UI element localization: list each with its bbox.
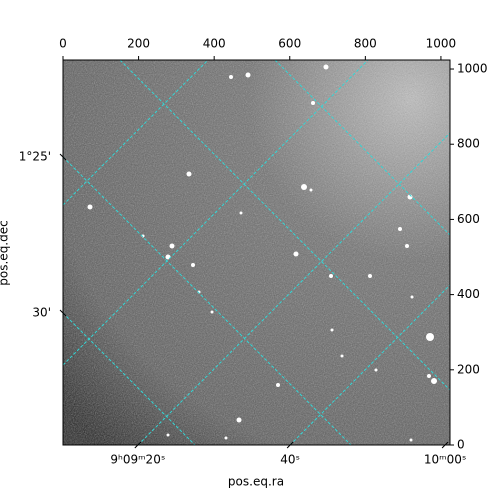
y-tick-label: 600 xyxy=(457,212,480,226)
ra-tick xyxy=(134,441,142,449)
y-tick-label: 400 xyxy=(457,287,480,301)
dec-tick xyxy=(59,309,67,317)
y-tick-label: 800 xyxy=(457,137,480,151)
ra-tick xyxy=(286,441,294,449)
y-axis-label: pos.eq.dec xyxy=(0,220,11,285)
ra-tick-label: 40ˢ xyxy=(280,453,300,467)
x-tick-label: 1000 xyxy=(426,37,457,51)
x-tick-label: 400 xyxy=(203,37,226,51)
dec-tick-label: 30' xyxy=(32,306,51,320)
ra-tick-label: 10ᵐ00ˢ xyxy=(424,453,467,467)
x-tick-label: 600 xyxy=(278,37,301,51)
y-tick-label: 0 xyxy=(457,438,465,452)
y-tick-label: 1000 xyxy=(457,62,488,76)
x-tick-label: 0 xyxy=(59,37,67,51)
x-axis-label: pos.eq.ra xyxy=(228,475,284,489)
x-tick-label: 800 xyxy=(354,37,377,51)
ra-tick-label: 9ʰ09ᵐ20ˢ xyxy=(110,453,165,467)
y-tick-label: 200 xyxy=(457,362,480,376)
coordinate-grid xyxy=(63,60,450,445)
sky-image xyxy=(63,60,450,445)
axes-frame xyxy=(62,59,451,446)
dec-tick xyxy=(59,153,67,161)
dec-tick-label: 1°25' xyxy=(19,150,51,164)
ra-tick xyxy=(441,441,449,449)
x-tick-label: 200 xyxy=(127,37,150,51)
